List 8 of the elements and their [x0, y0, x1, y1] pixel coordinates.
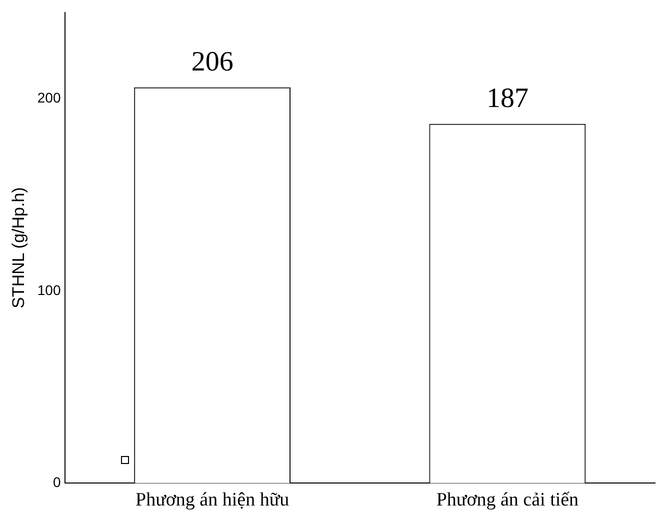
x-tick-label: Phương án cải tiến	[436, 490, 580, 511]
y-tick-label: 100	[37, 282, 61, 298]
y-tick-label: 200	[37, 90, 61, 106]
y-axis-title: STHNL (g/Hp.h)	[8, 187, 28, 308]
y-tick-label: 0	[52, 474, 61, 490]
x-tick-label: Phương án hiện hữu	[136, 490, 290, 511]
data-label: 206	[191, 46, 234, 78]
data-label: 187	[486, 83, 528, 114]
